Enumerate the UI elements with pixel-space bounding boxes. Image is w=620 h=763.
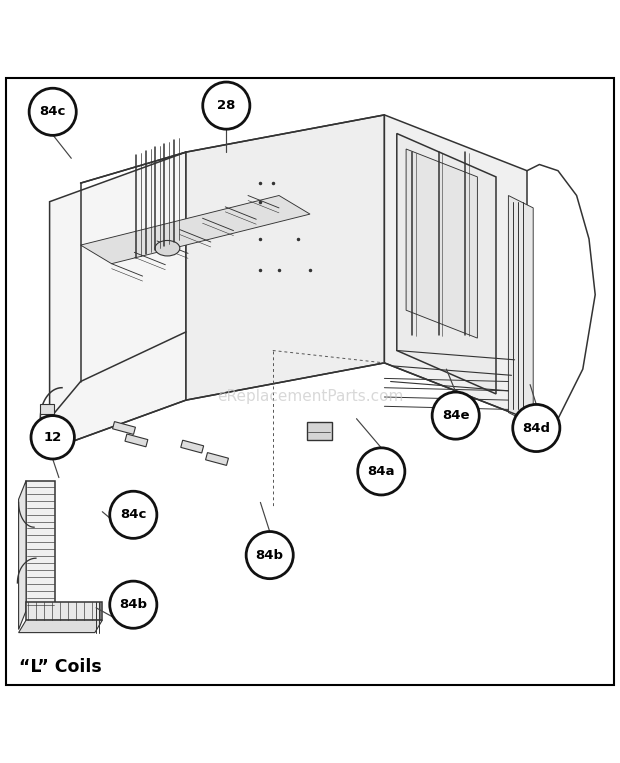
Polygon shape — [26, 481, 55, 611]
Bar — [113, 422, 135, 434]
Circle shape — [358, 448, 405, 495]
Polygon shape — [50, 152, 186, 449]
Text: 84e: 84e — [442, 409, 469, 422]
Text: 84c: 84c — [40, 105, 66, 118]
Text: 12: 12 — [43, 431, 62, 444]
Polygon shape — [26, 601, 102, 620]
Polygon shape — [19, 481, 26, 629]
Text: 84b: 84b — [255, 549, 284, 562]
Text: 28: 28 — [217, 99, 236, 112]
Polygon shape — [384, 115, 527, 419]
Polygon shape — [397, 134, 496, 394]
Polygon shape — [307, 422, 332, 440]
Circle shape — [31, 416, 74, 459]
Polygon shape — [406, 149, 477, 338]
Text: 84c: 84c — [120, 508, 146, 521]
Text: 84d: 84d — [522, 421, 551, 434]
Circle shape — [246, 532, 293, 578]
Text: 84b: 84b — [119, 598, 148, 611]
Text: 84a: 84a — [368, 465, 395, 478]
Polygon shape — [508, 195, 533, 425]
Circle shape — [29, 89, 76, 135]
Bar — [40, 417, 54, 427]
Circle shape — [513, 404, 560, 452]
Polygon shape — [19, 620, 102, 633]
Circle shape — [110, 581, 157, 628]
Bar — [40, 404, 54, 414]
Polygon shape — [81, 195, 310, 264]
Bar — [206, 452, 228, 465]
Bar — [125, 434, 148, 447]
Bar — [181, 440, 203, 453]
Circle shape — [203, 82, 250, 129]
Circle shape — [432, 392, 479, 439]
Ellipse shape — [155, 240, 180, 256]
Text: “L” Coils: “L” Coils — [19, 658, 101, 676]
Circle shape — [110, 491, 157, 539]
Polygon shape — [186, 115, 384, 400]
Text: eReplacementParts.com: eReplacementParts.com — [217, 389, 403, 404]
